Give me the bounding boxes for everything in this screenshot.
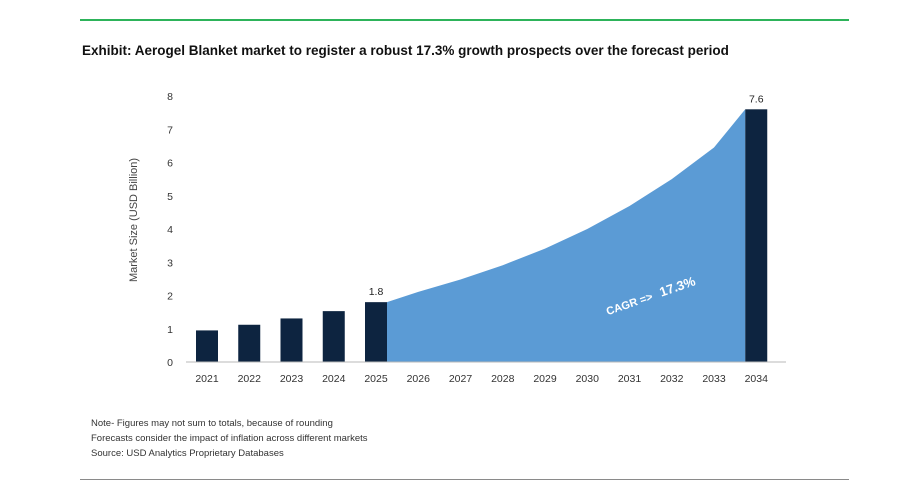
x-tick-2022: 2022 bbox=[238, 373, 262, 385]
bar-2025 bbox=[365, 302, 387, 362]
area-layer bbox=[387, 109, 746, 362]
y-tick-8: 8 bbox=[167, 91, 173, 103]
bar-2023 bbox=[280, 318, 303, 362]
bar-2022 bbox=[238, 324, 261, 362]
bar-2034 bbox=[745, 109, 768, 362]
x-tick-2025: 2025 bbox=[364, 373, 388, 385]
y-tick-1: 1 bbox=[167, 324, 173, 336]
note-rounding: Note- Figures may not sum to totals, bec… bbox=[91, 418, 333, 429]
data-label-2034: 7.6 bbox=[749, 93, 764, 105]
x-ticks-layer: 2021 2022 2023 2024 2025 2026 2027 2028 2029 2030… bbox=[195, 373, 768, 385]
note-inflation: Forecasts consider the impact of inflati… bbox=[91, 433, 368, 444]
exhibit-title: Exhibit: Aerogel Blanket market to regis… bbox=[82, 43, 729, 58]
bar-2021 bbox=[196, 330, 218, 362]
x-tick-2027: 2027 bbox=[449, 373, 473, 385]
bar-2024 bbox=[322, 311, 345, 362]
y-tick-4: 4 bbox=[167, 224, 173, 236]
note-source: Source: USD Analytics Proprietary Databa… bbox=[91, 448, 284, 459]
x-tick-2021: 2021 bbox=[195, 373, 219, 385]
y-tick-6: 6 bbox=[167, 158, 173, 170]
x-tick-2024: 2024 bbox=[322, 373, 346, 385]
top-rule bbox=[80, 19, 849, 21]
x-tick-2030: 2030 bbox=[576, 373, 600, 385]
x-tick-2029: 2029 bbox=[533, 373, 557, 385]
x-tick-2023: 2023 bbox=[280, 373, 304, 385]
notes-block: Note- Figures may not sum to totals, bec… bbox=[91, 416, 368, 461]
bar-labels-layer: 1.8 7.6 bbox=[369, 93, 764, 298]
bottom-rule bbox=[80, 479, 849, 480]
x-tick-2032: 2032 bbox=[660, 373, 684, 385]
y-tick-2: 2 bbox=[167, 291, 173, 303]
x-tick-2026: 2026 bbox=[407, 373, 431, 385]
x-tick-2034: 2034 bbox=[745, 373, 769, 385]
data-label-2025: 1.8 bbox=[369, 286, 384, 298]
y-tick-3: 3 bbox=[167, 257, 173, 269]
y-ticks-layer: 0 1 2 3 4 5 6 7 8 bbox=[167, 91, 173, 369]
y-tick-5: 5 bbox=[167, 191, 173, 203]
bars-layer bbox=[196, 109, 768, 362]
y-tick-0: 0 bbox=[167, 357, 173, 369]
forecast-area bbox=[387, 109, 746, 362]
x-tick-2028: 2028 bbox=[491, 373, 515, 385]
y-tick-7: 7 bbox=[167, 124, 173, 136]
x-tick-2033: 2033 bbox=[702, 373, 726, 385]
x-tick-2031: 2031 bbox=[618, 373, 642, 385]
